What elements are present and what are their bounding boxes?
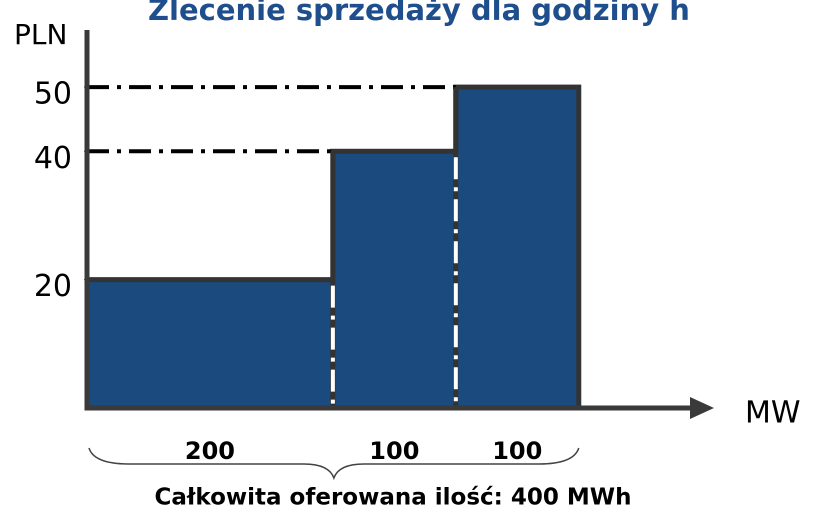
y-tick-label: 40 [34,141,72,176]
annotation: Całkowita oferowana ilość: 400 MWh [154,485,631,511]
y-tick-label: 50 [34,77,72,112]
bar-edge [330,151,336,280]
bar [84,277,336,411]
bar-edge [453,87,459,152]
x-axis-label: MW [745,396,801,431]
brace [88,447,580,481]
width-label: 200 [185,437,235,465]
bar [453,84,582,411]
x-axis-arrow [690,397,714,419]
chart-title: Zlecenie sprzedaży dla godziny h [148,0,690,27]
bar [330,148,459,411]
y-axis-label: PLN [14,18,67,51]
y-tick-label: 20 [34,269,72,304]
width-label: 100 [492,437,542,465]
width-label: 100 [369,437,419,465]
